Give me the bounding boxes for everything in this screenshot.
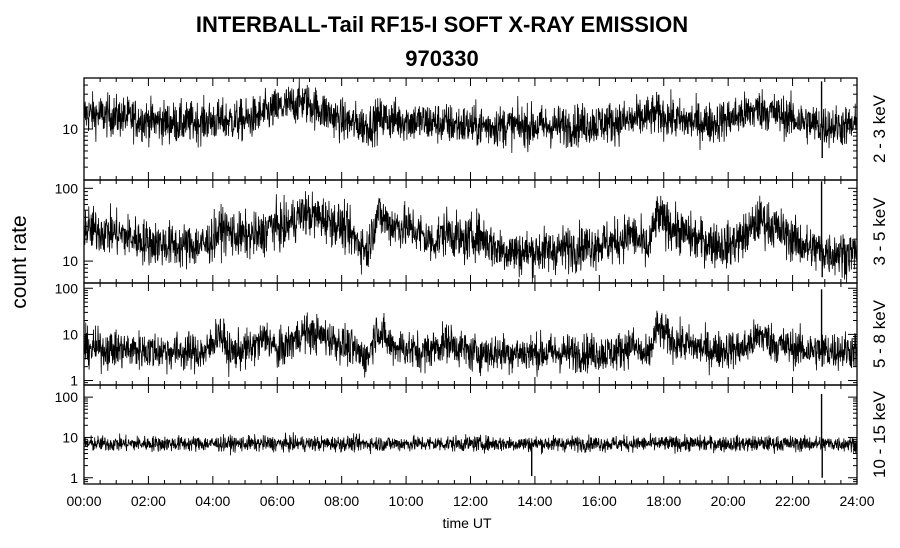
chart-subtitle: 970330 (405, 46, 479, 71)
panel-4: 1 10 100 10 - 15 keV (55, 384, 889, 486)
x-tick-label: 04:00 (195, 493, 230, 509)
x-tick-label: 16:00 (582, 493, 617, 509)
panel-1: 10 2 - 3 keV (62, 77, 889, 181)
y-tick-label: 10 (62, 429, 78, 445)
energy-band-label: 3 - 5 keV (870, 197, 889, 266)
panel-frame (83, 384, 858, 485)
energy-band-label: 2 - 3 keV (870, 94, 889, 163)
x-tick-label: 18:00 (646, 493, 681, 509)
y-tick-label: 10 (62, 253, 78, 269)
series-trace-2 (83, 191, 858, 283)
x-tick-labels: 00:00 02:00 04:00 06:00 08:00 10:00 12:00 14:00… (66, 493, 874, 509)
y-tick-label: 10 (62, 326, 78, 342)
series-trace-4 (83, 432, 858, 456)
x-tick-label: 20:00 (711, 493, 746, 509)
x-tick-label: 22:00 (775, 493, 810, 509)
x-tick-label: 10:00 (389, 493, 424, 509)
y-tick-label: 1 (70, 373, 78, 389)
panel-frame (83, 77, 858, 181)
panel-3: 1 10 100 5 - 8 keV (55, 280, 889, 388)
series-trace-3 (83, 310, 858, 378)
panels: 10 2 - 3 keV 10 100 3 - 5 keV 1 10 100 5 - 8 keV… (55, 77, 889, 509)
x-tick-label: 24:00 (839, 493, 874, 509)
x-tick-label: 00:00 (66, 493, 101, 509)
x-tick-label: 06:00 (260, 493, 295, 509)
y-tick-label: 10 (62, 121, 78, 137)
x-tick-label: 14:00 (517, 493, 552, 509)
x-tick-label: 08:00 (324, 493, 359, 509)
x-tick-label: 02:00 (131, 493, 166, 509)
y-axis-label: count rate (8, 215, 31, 308)
energy-band-label: 5 - 8 keV (870, 299, 889, 368)
x-axis-label: time UT (443, 515, 492, 531)
chart-title: INTERBALL-Tail RF15-I SOFT X-RAY EMISSIO… (195, 12, 689, 37)
series-trace-1 (83, 77, 858, 153)
y-tick-label: 100 (55, 389, 79, 405)
energy-band-label: 10 - 15 keV (870, 390, 889, 478)
y-tick-label: 100 (55, 180, 79, 196)
panel-2: 10 100 3 - 5 keV (55, 179, 889, 284)
x-tick-label: 12:00 (453, 493, 488, 509)
y-tick-label: 1 (70, 470, 78, 486)
y-tick-label: 100 (55, 280, 79, 296)
